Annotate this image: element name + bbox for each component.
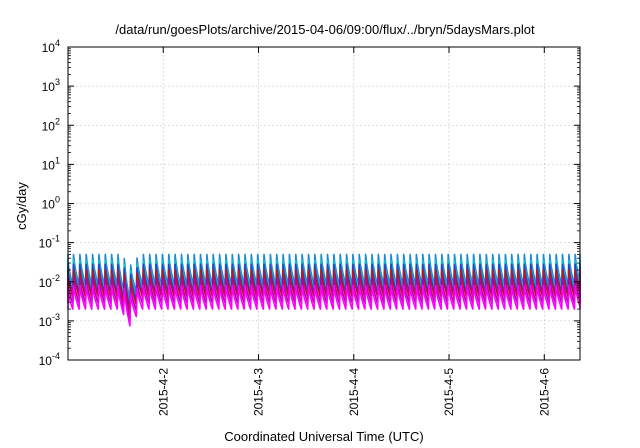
y-tick-label: 102 — [42, 116, 60, 133]
series-layer — [67, 253, 581, 327]
y-tick-label: 104 — [42, 38, 60, 55]
x-tick-label: 2015-4-6 — [537, 368, 551, 416]
chart-title: /data/run/goesPlots/archive/2015-04-06/0… — [115, 22, 535, 37]
grid — [68, 47, 580, 360]
plot-frame — [67, 46, 581, 361]
axes: 10-4 10-3 10-2 10-1 100 101 102 103 104 2015-4-2 2… — [39, 38, 580, 416]
series-line-5 — [67, 284, 581, 327]
y-tick-label: 10-3 — [39, 312, 60, 329]
y-axis-title: cGy/day — [14, 182, 29, 230]
x-tick-label: 2015-4-2 — [156, 368, 170, 416]
y-tick-label: 100 — [42, 195, 60, 212]
y-tick-label: 101 — [42, 155, 60, 172]
y-tick-label: 10-2 — [39, 273, 60, 290]
x-axis-title: Coordinated Universal Time (UTC) — [224, 429, 423, 444]
y-tick-label: 103 — [42, 77, 60, 94]
y-tick-label: 10-1 — [39, 234, 60, 251]
x-tick-label: 2015-4-5 — [442, 368, 456, 416]
y-tick-label: 10-4 — [39, 351, 60, 368]
x-tick-label: 2015-4-4 — [347, 368, 361, 416]
x-tick-label: 2015-4-3 — [252, 368, 266, 416]
